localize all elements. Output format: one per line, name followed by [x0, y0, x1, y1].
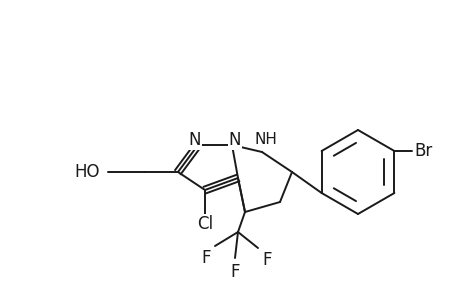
Text: NH: NH — [254, 133, 277, 148]
Text: F: F — [201, 249, 211, 267]
Text: N: N — [228, 131, 241, 149]
Text: F: F — [262, 251, 271, 269]
Text: Cl: Cl — [196, 215, 213, 233]
Text: Br: Br — [414, 142, 431, 160]
Text: F: F — [230, 263, 239, 281]
Text: N: N — [188, 131, 201, 149]
Text: HO: HO — [74, 163, 100, 181]
